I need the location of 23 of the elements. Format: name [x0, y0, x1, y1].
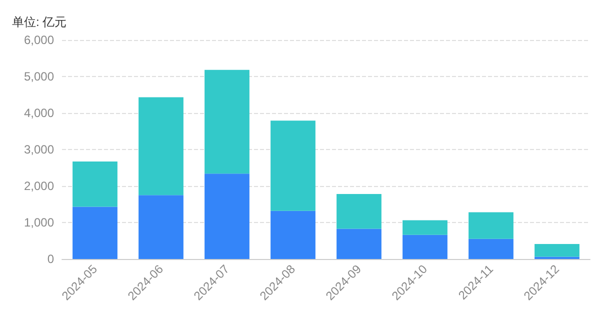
bar — [270, 120, 316, 211]
bar — [72, 162, 118, 207]
y-axis-title: 单位: 亿元 — [12, 15, 67, 29]
bar — [336, 228, 382, 259]
bar — [534, 244, 580, 257]
bar — [468, 212, 514, 239]
bar — [204, 70, 250, 174]
y-tick-label: 3,000 — [24, 142, 54, 156]
y-tick-label: 5,000 — [24, 70, 54, 84]
bar — [270, 210, 316, 259]
y-tick-label: 2,000 — [24, 179, 54, 193]
bar — [336, 194, 382, 229]
bar — [138, 97, 184, 196]
bar — [72, 206, 118, 259]
y-tick-label: 4,000 — [24, 106, 54, 120]
bar — [402, 220, 448, 235]
y-tick-label: 6,000 — [24, 33, 54, 47]
y-tick-label: 1,000 — [24, 216, 54, 230]
bar — [138, 195, 184, 259]
y-tick-label: 0 — [47, 252, 54, 266]
bar — [468, 238, 514, 259]
bar — [204, 174, 250, 259]
bar — [402, 234, 448, 259]
